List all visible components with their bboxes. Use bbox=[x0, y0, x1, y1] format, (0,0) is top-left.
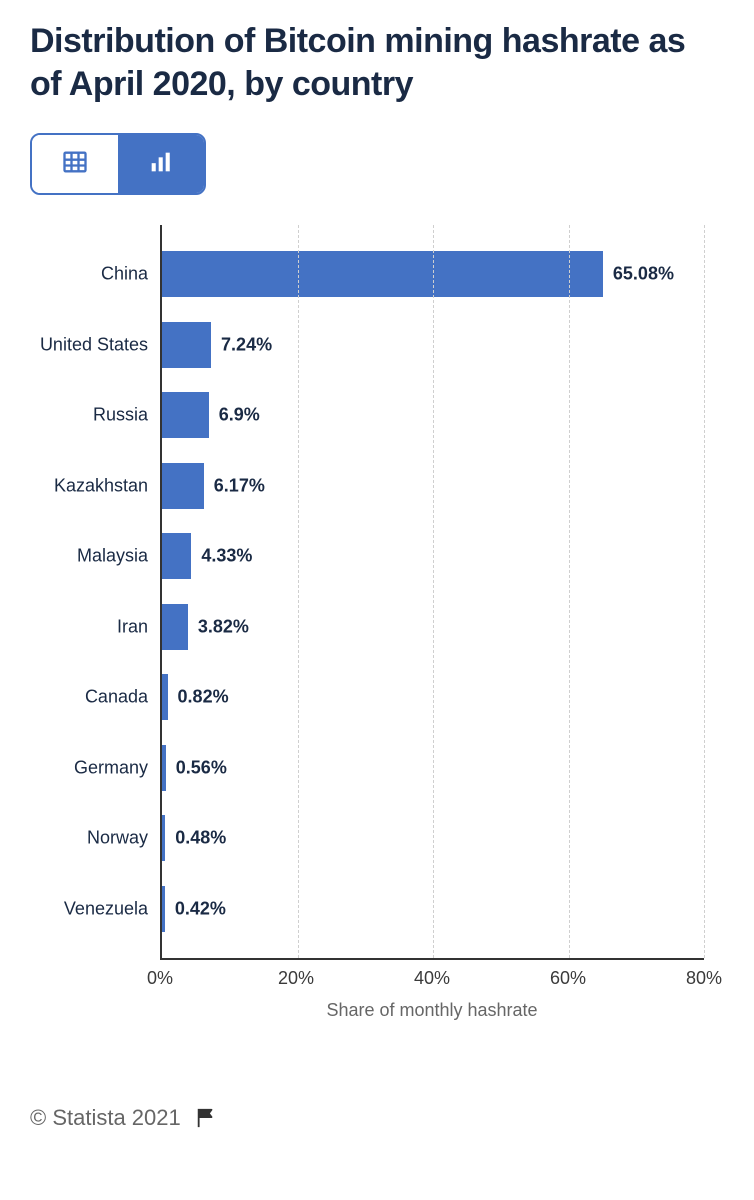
copyright-text: © Statista 2021 bbox=[30, 1105, 181, 1131]
category-label: Venezuela bbox=[64, 898, 148, 919]
bar[interactable]: 7.24% bbox=[162, 322, 211, 368]
bar[interactable]: 4.33% bbox=[162, 533, 191, 579]
bar-value-label: 3.82% bbox=[198, 616, 249, 637]
bar-chart-icon bbox=[147, 148, 175, 181]
bar-value-label: 4.33% bbox=[201, 546, 252, 567]
category-label: Malaysia bbox=[77, 546, 148, 567]
plot-area: China65.08%United States7.24%Russia6.9%K… bbox=[160, 225, 704, 960]
bar-value-label: 7.24% bbox=[221, 334, 272, 355]
bar[interactable]: 0.56% bbox=[162, 745, 166, 791]
bar[interactable]: 0.42% bbox=[162, 886, 165, 932]
chart-title: Distribution of Bitcoin mining hashrate … bbox=[30, 20, 724, 105]
category-label: Canada bbox=[85, 687, 148, 708]
tab-chart[interactable] bbox=[118, 135, 204, 193]
x-tick-label: 60% bbox=[550, 968, 586, 989]
bar[interactable]: 6.17% bbox=[162, 463, 204, 509]
chart-area: China65.08%United States7.24%Russia6.9%K… bbox=[160, 225, 704, 1005]
bar-value-label: 65.08% bbox=[613, 264, 674, 285]
bar-value-label: 0.48% bbox=[175, 828, 226, 849]
footer: © Statista 2021 bbox=[30, 1105, 724, 1131]
bar[interactable]: 0.48% bbox=[162, 815, 165, 861]
gridline bbox=[704, 225, 705, 958]
category-label: Russia bbox=[93, 405, 148, 426]
x-tick-label: 40% bbox=[414, 968, 450, 989]
view-toggle bbox=[30, 133, 206, 195]
category-label: Norway bbox=[87, 828, 148, 849]
table-icon bbox=[61, 148, 89, 181]
category-label: Kazakhstan bbox=[54, 475, 148, 496]
flag-icon[interactable] bbox=[195, 1107, 217, 1129]
bar-value-label: 0.82% bbox=[178, 687, 229, 708]
bar-value-label: 6.9% bbox=[219, 405, 260, 426]
bar-value-label: 0.56% bbox=[176, 757, 227, 778]
gridline bbox=[433, 225, 434, 958]
category-label: Iran bbox=[117, 616, 148, 637]
x-tick-label: 0% bbox=[147, 968, 173, 989]
tab-table[interactable] bbox=[32, 135, 118, 193]
x-tick-label: 80% bbox=[686, 968, 722, 989]
bar[interactable]: 6.9% bbox=[162, 392, 209, 438]
x-axis-title: Share of monthly hashrate bbox=[160, 1000, 704, 1021]
category-label: Germany bbox=[74, 757, 148, 778]
bar[interactable]: 0.82% bbox=[162, 674, 168, 720]
bar[interactable]: 65.08% bbox=[162, 251, 603, 297]
bar-value-label: 6.17% bbox=[214, 475, 265, 496]
bar[interactable]: 3.82% bbox=[162, 604, 188, 650]
x-tick-label: 20% bbox=[278, 968, 314, 989]
gridline bbox=[298, 225, 299, 958]
gridline bbox=[569, 225, 570, 958]
bar-value-label: 0.42% bbox=[175, 898, 226, 919]
category-label: United States bbox=[40, 334, 148, 355]
category-label: China bbox=[101, 264, 148, 285]
